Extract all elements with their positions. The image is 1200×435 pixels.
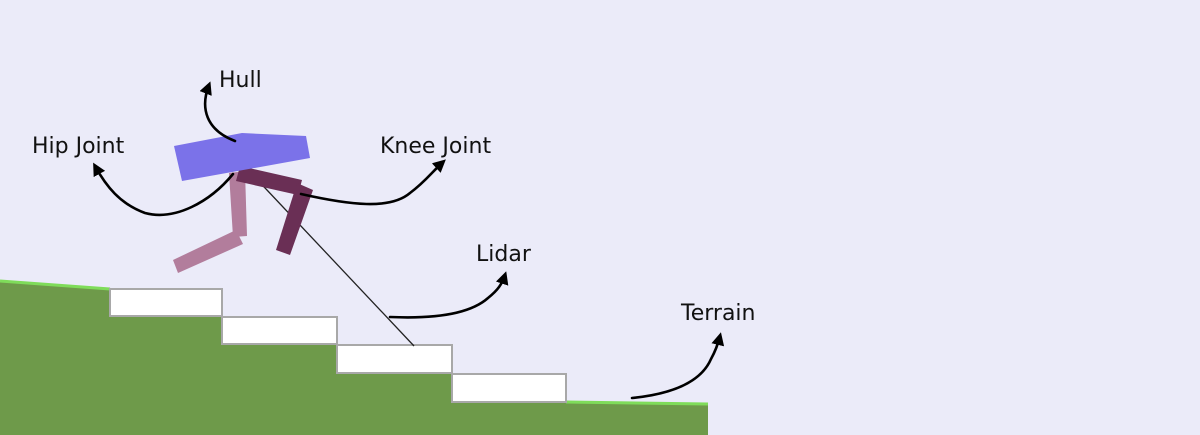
stair-step (451, 373, 567, 403)
terrain (0, 279, 709, 435)
curved-arrow-icon (630, 332, 725, 400)
hull-label: Hull (219, 68, 262, 93)
curved-arrow-icon (93, 162, 235, 217)
hull-body (174, 133, 310, 181)
terrain-ground (0, 281, 708, 435)
curved-arrow-icon (299, 159, 446, 206)
curved-arrow-icon (388, 271, 509, 319)
terrain-label: Terrain (681, 301, 756, 326)
front-lower-leg (173, 230, 243, 273)
walker-robot (173, 133, 313, 273)
back-upper-leg (236, 166, 302, 195)
curved-arrow-icon (199, 81, 237, 143)
lidar-label: Lidar (476, 242, 531, 267)
stair-step (336, 344, 453, 374)
hip-joint-label: Hip Joint (32, 134, 125, 159)
back-lower-leg (276, 183, 313, 255)
stair-step (109, 288, 223, 317)
stair-step (221, 316, 338, 345)
lidar-ray (249, 171, 415, 347)
front-upper-leg (229, 171, 247, 237)
annotation-arrows (93, 81, 725, 400)
terrain-edge (0, 279, 709, 406)
knee-joint-label: Knee Joint (380, 134, 492, 159)
